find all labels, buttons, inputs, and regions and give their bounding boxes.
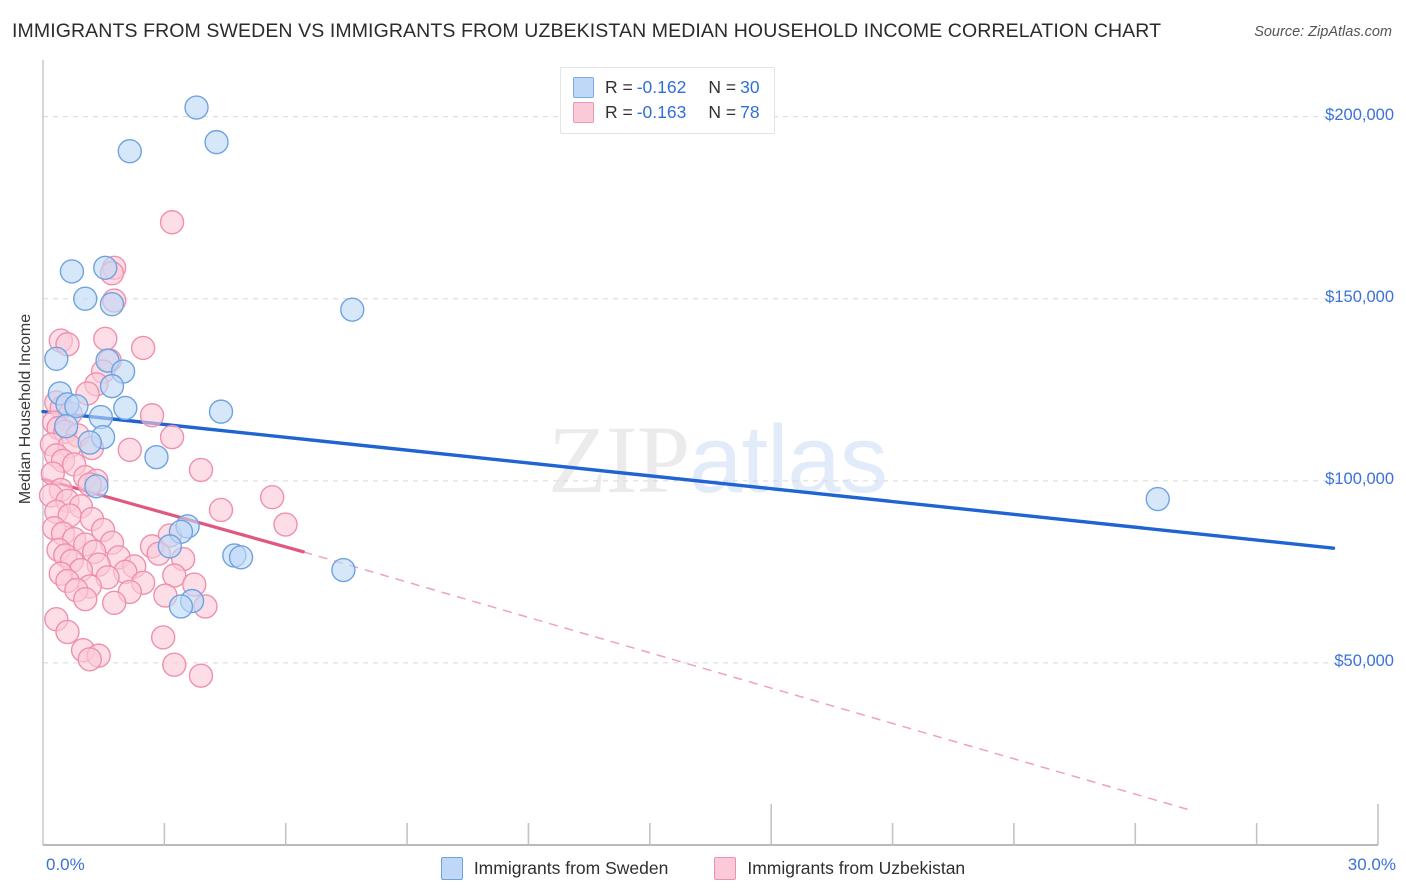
y-axis-tick-label: $200,000 <box>1325 105 1394 124</box>
data-point-uzbekistan[interactable] <box>259 485 285 510</box>
series-legend: Immigrants from Sweden Immigrants from Uz… <box>0 857 1406 880</box>
data-point-sweden[interactable] <box>117 139 142 164</box>
gridlines <box>43 116 1378 664</box>
legend-swatch <box>440 857 463 880</box>
data-point-sweden[interactable] <box>77 430 102 455</box>
data-points-sweden <box>44 95 1170 619</box>
correlation-stats-legend: R = -0.162 N = 30 R = -0.163 N = 78 <box>560 67 775 134</box>
x-axis-ticks <box>163 804 1379 845</box>
data-point-uzbekistan[interactable] <box>150 625 176 650</box>
data-point-sweden[interactable] <box>113 395 138 421</box>
data-point-sweden[interactable] <box>99 291 125 317</box>
n-label: N = <box>708 77 737 97</box>
data-point-uzbekistan[interactable] <box>73 586 98 612</box>
data-point-uzbekistan[interactable] <box>188 663 214 688</box>
stats-row: R = -0.162 N = 30 <box>573 75 760 100</box>
page-title: IMMIGRANTS FROM SWEDEN VS IMMIGRANTS FRO… <box>12 20 1162 42</box>
legend-swatch-blue <box>573 77 594 98</box>
data-point-sweden[interactable] <box>208 399 234 424</box>
data-point-uzbekistan[interactable] <box>273 512 298 537</box>
data-point-sweden[interactable] <box>73 286 98 311</box>
data-point-sweden[interactable] <box>84 474 109 499</box>
data-point-uzbekistan[interactable] <box>162 563 187 588</box>
r-value: -0.162 <box>636 77 687 97</box>
data-point-uzbekistan[interactable] <box>188 457 214 483</box>
data-point-uzbekistan[interactable] <box>139 403 165 428</box>
data-point-uzbekistan[interactable] <box>162 652 187 677</box>
legend-item-uzbekistan[interactable]: Immigrants from Uzbekistan <box>714 857 965 880</box>
y-axis-title: Median Household Income <box>17 313 34 505</box>
legend-label: Immigrants from Uzbekistan <box>747 858 966 878</box>
r-label: R = <box>605 102 633 122</box>
legend-swatch-pink <box>573 102 594 123</box>
data-point-sweden[interactable] <box>184 95 209 120</box>
legend-swatch <box>714 857 737 880</box>
data-point-sweden[interactable] <box>144 444 169 470</box>
data-point-sweden[interactable] <box>64 393 89 419</box>
data-point-uzbekistan[interactable] <box>93 326 118 351</box>
legend-label: Immigrants from Sweden <box>473 858 669 878</box>
data-point-uzbekistan[interactable] <box>159 424 185 450</box>
data-point-sweden[interactable] <box>228 545 254 570</box>
trend-line-sweden <box>41 409 1336 550</box>
trend-lines <box>41 409 1336 812</box>
data-point-uzbekistan[interactable] <box>77 647 102 672</box>
x-axis-tick-max: 30.0% <box>1347 855 1396 874</box>
y-axis-tick-label: $100,000 <box>1325 469 1394 488</box>
data-point-sweden[interactable] <box>53 413 79 439</box>
data-point-uzbekistan[interactable] <box>117 437 142 463</box>
trend-line-uzbekistan-extrapolated <box>303 551 1192 812</box>
data-point-sweden[interactable] <box>168 594 194 619</box>
source-label: Source: ZipAtlas.com <box>1254 24 1392 40</box>
r-value: -0.163 <box>636 102 687 122</box>
y-axis-tick-label: $50,000 <box>1334 651 1394 670</box>
y-axis-tick-label: $150,000 <box>1325 287 1394 306</box>
data-points-uzbekistan <box>38 210 298 688</box>
r-label: R = <box>605 77 633 97</box>
data-point-sweden[interactable] <box>340 297 365 322</box>
stats-row: R = -0.163 N = 78 <box>573 100 760 125</box>
data-point-uzbekistan[interactable] <box>159 210 185 235</box>
data-point-sweden[interactable] <box>59 259 85 284</box>
data-point-sweden[interactable] <box>44 346 69 372</box>
x-axis-tick-min: 0.0% <box>46 855 85 874</box>
data-point-uzbekistan[interactable] <box>101 590 127 616</box>
data-point-sweden[interactable] <box>93 255 118 280</box>
data-point-sweden[interactable] <box>157 534 183 559</box>
n-value: 78 <box>740 102 760 122</box>
legend-item-sweden[interactable]: Immigrants from Sweden <box>440 857 669 880</box>
data-point-sweden[interactable] <box>1145 486 1170 512</box>
data-point-uzbekistan[interactable] <box>208 497 234 523</box>
data-point-sweden[interactable] <box>204 129 229 155</box>
n-value: 30 <box>740 77 760 97</box>
data-point-uzbekistan[interactable] <box>55 619 80 645</box>
n-label: N = <box>708 102 737 122</box>
data-point-sweden[interactable] <box>331 557 356 583</box>
data-point-sweden[interactable] <box>99 373 125 399</box>
data-point-uzbekistan[interactable] <box>130 335 156 361</box>
axis-lines <box>42 60 1378 846</box>
